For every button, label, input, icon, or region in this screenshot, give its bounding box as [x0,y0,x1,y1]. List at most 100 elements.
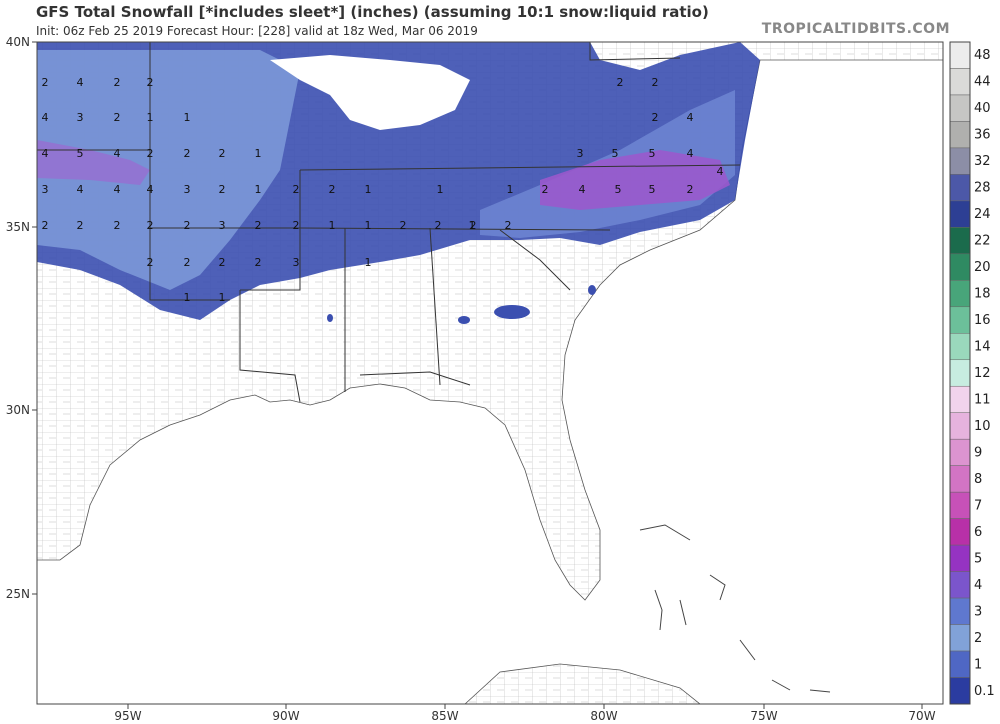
colorbar-label: 48 [974,48,991,63]
colorbar-swatch [949,359,971,387]
snowfall-value: 4 [114,183,121,196]
snowfall-value: 4 [77,76,84,89]
colorbar-label: 5 [974,551,982,566]
snowfall-value: 2 [219,183,226,196]
colorbar-swatch [949,571,971,599]
snow-band-light-blue [37,50,300,290]
snow-band-purple [540,150,730,210]
colorbar-label: 40 [974,101,991,116]
colorbar-label: 14 [974,340,991,355]
snowfall-value: 3 [184,183,191,196]
colorbar-swatch [949,333,971,361]
snowfall-value: 1 [437,183,444,196]
snowfall-value: 2 [147,76,154,89]
snowfall-value: 2 [114,111,121,124]
snowfall-value: 2 [219,256,226,269]
colorbar-swatch [949,385,971,413]
snowfall-value: 1 [184,111,191,124]
snow-patch-nc-coast [588,285,596,295]
snowfall-value: 3 [77,111,84,124]
snow-gap-ohio-valley [270,55,470,130]
snowfall-value: 2 [255,219,262,232]
lon-label: 85W [431,709,458,723]
snowfall-value: 1 [147,111,154,124]
colorbar-swatch [949,94,971,122]
snowfall-value: 2 [42,219,49,232]
snowfall-value: 5 [649,147,656,160]
snowfall-value: 3 [577,147,584,160]
lat-label: 35N [6,220,30,234]
snowfall-value: 4 [147,183,154,196]
snowfall-value: 2 [184,256,191,269]
snowfall-value: 1 [184,291,191,304]
colorbar-swatch [949,227,971,255]
snowfall-value: 2 [184,147,191,160]
map-title: GFS Total Snowfall [*includes sleet*] (i… [36,3,709,21]
colorbar-label: 32 [974,154,991,169]
colorbar-legend: 4844403632282422201816141211109876543210… [949,41,995,705]
colorbar-swatch [949,677,971,705]
snowfall-value: 2 [219,147,226,160]
colorbar-label: 12 [974,366,991,381]
colorbar-swatch [949,280,971,308]
colorbar-label: 0.1 [974,684,995,699]
lat-label: 40N [6,35,30,49]
colorbar-label: 18 [974,287,991,302]
snowfall-value: 2 [114,76,121,89]
snowfall-value: 1 [507,183,514,196]
snowfall-value: 2 [652,76,659,89]
snowfall-value: 4 [42,111,49,124]
snowfall-value: 2 [400,219,407,232]
snowfall-value: 2 [293,219,300,232]
colorbar-swatch [949,518,971,546]
colorbar-label: 11 [974,392,991,407]
brand-watermark: TROPICALTIDBITS.COM [761,21,950,37]
colorbar-swatch [949,174,971,202]
colorbar-swatch [949,491,971,519]
lat-label: 25N [6,587,30,601]
snowfall-value: 3 [293,256,300,269]
snow-patch-south-carolina [494,305,530,319]
snowfall-value: 2 [42,76,49,89]
colorbar-label: 4 [974,578,982,593]
snowfall-value: 2 [687,183,694,196]
snowfall-value: 3 [219,219,226,232]
snowfall-value: 2 [505,219,512,232]
snowfall-value: 4 [579,183,586,196]
snowfall-value: 4 [717,165,724,178]
colorbar-label: 16 [974,313,991,328]
snowfall-value: 1 [365,256,372,269]
colorbar-label: 9 [974,445,982,460]
snow-patch-alabama [327,314,333,322]
snowfall-value: 1 [365,183,372,196]
colorbar-label: 44 [974,75,991,90]
colorbar-label: 10 [974,419,991,434]
snowfall-value: 1 [469,219,476,232]
snowfall-value: 2 [617,76,624,89]
longitude-axis: 95W 90W 85W 80W 75W 70W [114,704,936,723]
colorbar-swatch [949,597,971,625]
snowfall-value: 2 [114,219,121,232]
snowfall-value: 2 [147,256,154,269]
snowfall-value: 1 [365,219,372,232]
lon-label: 75W [750,709,777,723]
colorbar-label: 1 [974,657,982,672]
snowfall-value: 4 [42,147,49,160]
colorbar-swatch [949,147,971,175]
colorbar-label: 3 [974,604,982,619]
colorbar-swatch [949,306,971,334]
lon-label: 70W [908,709,935,723]
lon-label: 80W [590,709,617,723]
colorbar-swatch [949,650,971,678]
colorbar-label: 36 [974,128,991,143]
snowfall-value-labels: 2 4 2 2 4 3 2 1 1 4 5 4 2 2 2 1 3 4 4 4 3 2 1 2 2 1 2 2 2 2 2 3 2 2 1 1 2 2 2 2… [42,76,724,304]
colorbar-swatch [949,412,971,440]
snowfall-value: 5 [612,147,619,160]
snowfall-value: 4 [687,147,694,160]
snowfall-value: 2 [147,219,154,232]
colorbar-swatch [949,624,971,652]
colorbar-label: 2 [974,631,982,646]
snowfall-value: 4 [77,183,84,196]
snowfall-value: 1 [255,183,262,196]
